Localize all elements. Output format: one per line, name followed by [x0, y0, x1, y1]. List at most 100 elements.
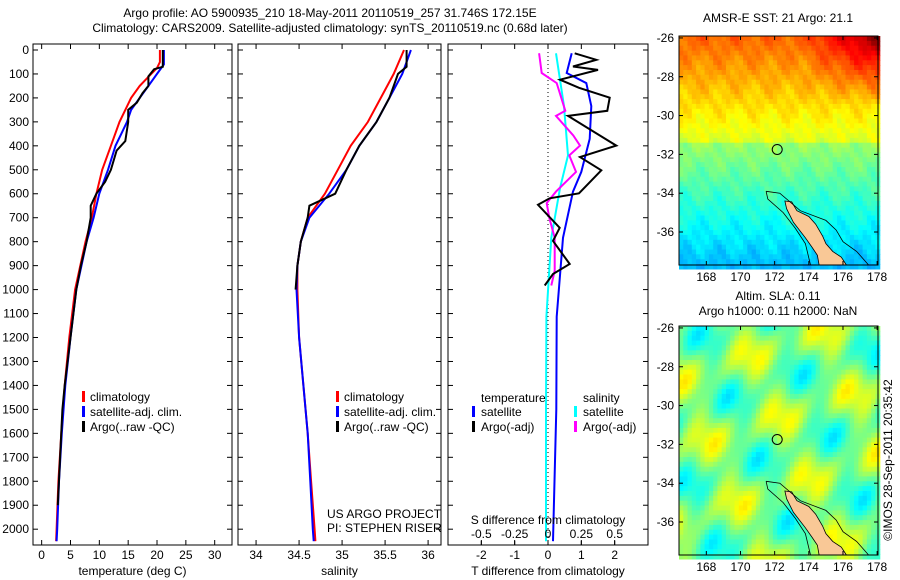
map-cell [683, 55, 689, 61]
map-cell [734, 539, 740, 545]
s-tick-label: -0.5 [471, 527, 492, 541]
map-cell [708, 486, 714, 492]
map-cell [811, 94, 817, 100]
map-cell [730, 510, 736, 516]
map-cell [687, 466, 693, 473]
map-cell [768, 520, 774, 526]
map-cell [738, 191, 744, 197]
map-cell [777, 60, 783, 66]
map-cell [858, 515, 864, 521]
map-cell [700, 418, 706, 424]
map-cell [794, 544, 800, 550]
map-cell [819, 423, 825, 429]
map-cell [768, 374, 774, 380]
map-cell [717, 186, 723, 192]
map-cell [679, 466, 684, 473]
map-cell [768, 495, 774, 502]
map-cell [764, 70, 770, 76]
map-cell [679, 447, 684, 453]
map-cell [824, 413, 830, 419]
y-tick-label: -26 [657, 321, 675, 335]
map-cell [700, 374, 706, 380]
map-cell [760, 108, 765, 115]
map-cell [679, 108, 684, 115]
map-cell [785, 515, 791, 521]
map-cell [713, 554, 719, 560]
map-cell [832, 500, 838, 507]
map-cell [777, 379, 783, 385]
map-cell [828, 123, 834, 129]
map-cell [798, 413, 804, 419]
map-cell [824, 486, 830, 492]
map-cell [807, 186, 812, 192]
map-cell [683, 230, 689, 236]
map-cell [862, 364, 868, 371]
map-cell [854, 79, 859, 86]
map-cell [730, 403, 736, 410]
map-cell [687, 210, 693, 217]
map-cell [845, 403, 851, 410]
map-cell [760, 103, 765, 110]
map-cell [815, 84, 821, 90]
map-cell [845, 254, 851, 260]
map-cell [721, 374, 727, 380]
map-cell [679, 476, 684, 482]
map-cell [794, 364, 800, 371]
map-cell [841, 379, 847, 385]
map-cell [832, 99, 838, 105]
y-tick-label: 600 [9, 187, 29, 201]
map-cell [683, 466, 689, 473]
map-cell [854, 152, 859, 158]
map-cell [726, 215, 731, 221]
map-cell [717, 264, 723, 270]
map-cell [871, 340, 877, 347]
map-cell [704, 254, 710, 260]
map-cell [777, 186, 783, 192]
map-cell [755, 259, 761, 265]
map-cell [794, 442, 800, 448]
map-cell [700, 36, 706, 42]
map-cell [798, 447, 804, 453]
map-cell [734, 40, 740, 47]
map-cell [858, 50, 864, 57]
map-cell [845, 176, 851, 183]
map-cell [785, 167, 791, 173]
map-cell [743, 495, 748, 502]
map-cell [807, 167, 812, 173]
map-cell [764, 495, 770, 502]
map-cell [713, 442, 719, 448]
map-cell [768, 423, 774, 429]
map-cell [755, 427, 761, 434]
map-cell [849, 374, 855, 380]
map-cell [819, 442, 825, 448]
map-cell [734, 108, 740, 115]
map-cell [691, 259, 697, 265]
map-cell [696, 524, 701, 531]
map-cell [687, 393, 693, 400]
map-cell [713, 230, 719, 236]
map-cell [708, 374, 714, 380]
map-cell [815, 326, 821, 332]
map-cell [760, 427, 765, 434]
map-cell [772, 457, 778, 463]
map-cell [730, 389, 736, 395]
map-cell [704, 340, 710, 347]
map-cell [734, 181, 740, 188]
map-cell [866, 40, 872, 47]
map-cell [862, 345, 868, 351]
map-cell [755, 418, 761, 424]
map-cell [708, 89, 714, 95]
map-cell [683, 225, 689, 231]
map-cell [713, 452, 719, 458]
map-cell [687, 447, 693, 453]
map-cell [777, 74, 783, 81]
map-cell [832, 360, 838, 366]
map-cell [819, 162, 825, 168]
map-cell [726, 326, 731, 332]
map-cell [768, 215, 774, 221]
map-cell [768, 70, 774, 76]
map-cell [764, 74, 770, 81]
map-cell [849, 50, 855, 57]
map-cell [683, 447, 689, 453]
map-cell [734, 345, 740, 351]
